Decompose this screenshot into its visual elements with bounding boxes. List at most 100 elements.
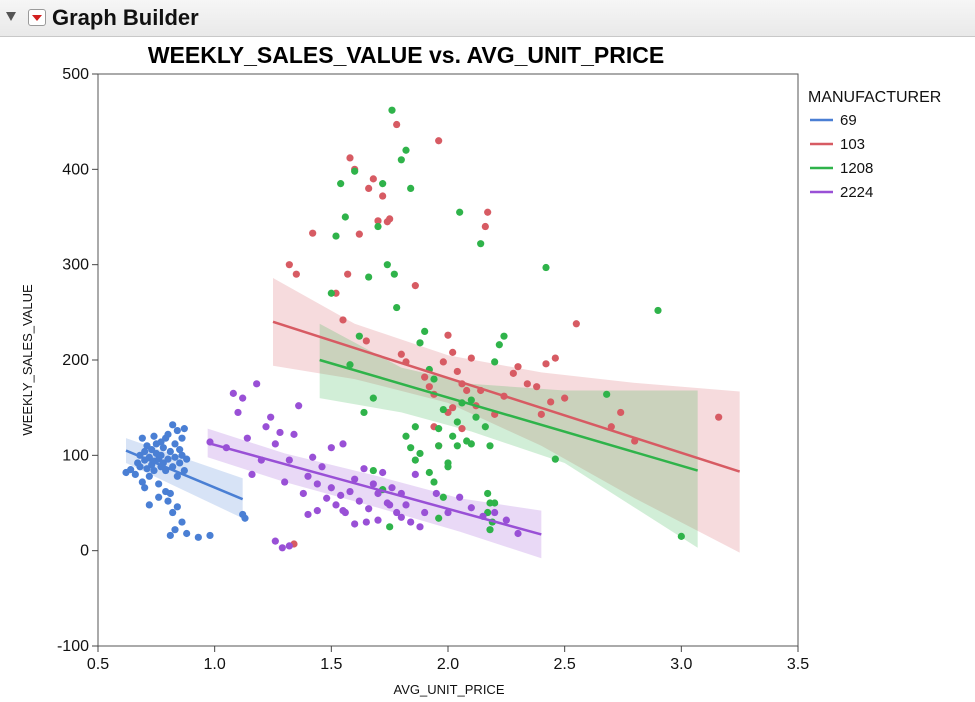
data-point-2224 xyxy=(271,440,279,448)
data-point-69 xyxy=(157,438,165,446)
data-point-69 xyxy=(159,444,167,452)
data-point-69 xyxy=(180,466,188,475)
x-tick-label: 2.5 xyxy=(554,656,576,673)
data-point-2224 xyxy=(374,489,382,498)
data-point-103 xyxy=(439,358,447,366)
data-point-103 xyxy=(572,320,580,328)
data-point-103 xyxy=(411,282,419,290)
data-point-2224 xyxy=(253,380,261,388)
data-point-1208 xyxy=(365,273,373,281)
data-point-2224 xyxy=(339,507,347,515)
data-point-69 xyxy=(171,440,179,448)
data-point-2224 xyxy=(239,394,247,402)
data-point-2224 xyxy=(323,494,331,502)
data-point-103 xyxy=(463,386,471,395)
data-point-1208 xyxy=(374,222,382,231)
data-point-2224 xyxy=(332,501,340,509)
fit-line-69 xyxy=(125,449,244,501)
data-point-103 xyxy=(344,270,352,278)
data-point-1208 xyxy=(421,327,429,335)
data-point-69 xyxy=(173,503,181,511)
data-point-1208 xyxy=(453,418,461,426)
data-point-103 xyxy=(379,192,387,200)
plot-frame xyxy=(97,73,799,647)
data-point-1208 xyxy=(407,444,415,452)
data-point-1208 xyxy=(486,442,494,450)
data-point-1208 xyxy=(477,240,485,248)
data-point-69 xyxy=(138,434,146,442)
data-point-2224 xyxy=(285,542,293,550)
data-point-69 xyxy=(164,455,172,463)
data-point-69 xyxy=(176,459,184,467)
data-point-1208 xyxy=(677,532,685,540)
data-point-1208 xyxy=(355,332,363,340)
data-point-103 xyxy=(484,208,492,216)
data-point-103 xyxy=(449,348,457,356)
data-point-1208 xyxy=(439,405,447,414)
y-axis-label: WEEKLY_SALES_VALUE xyxy=(20,284,35,436)
data-point-2224 xyxy=(304,510,312,519)
data-point-1208 xyxy=(383,261,391,269)
data-point-103 xyxy=(365,184,373,192)
data-point-103 xyxy=(421,373,429,381)
data-point-1208 xyxy=(484,489,492,498)
data-point-2224 xyxy=(421,508,429,517)
data-point-69 xyxy=(171,453,179,461)
data-point-69 xyxy=(145,472,153,480)
data-point-103 xyxy=(374,217,382,225)
data-point-1208 xyxy=(542,263,550,272)
data-point-2224 xyxy=(281,478,289,486)
x-tick-label: 1.0 xyxy=(204,656,226,673)
data-point-103 xyxy=(386,215,394,223)
data-point-1208 xyxy=(472,413,480,421)
legend-item-69: 69 xyxy=(840,112,857,129)
data-point-103 xyxy=(523,380,531,388)
data-point-103 xyxy=(514,363,522,371)
y-tick-label: 300 xyxy=(62,257,89,274)
data-point-2224 xyxy=(369,480,377,488)
disclosure-triangle-icon[interactable] xyxy=(6,12,16,21)
data-point-1208 xyxy=(495,341,503,349)
data-point-103 xyxy=(346,154,354,162)
data-point-2224 xyxy=(229,389,237,397)
data-point-69 xyxy=(241,514,249,522)
data-point-1208 xyxy=(327,289,335,297)
data-point-103 xyxy=(449,404,457,412)
data-point-1208 xyxy=(402,146,410,154)
y-tick-label: 200 xyxy=(62,352,89,369)
data-point-2224 xyxy=(393,508,401,517)
red-triangle-icon xyxy=(32,15,42,21)
data-point-2224 xyxy=(491,508,499,517)
data-point-2224 xyxy=(313,480,321,488)
data-point-69 xyxy=(180,425,188,433)
data-point-103 xyxy=(453,367,461,376)
data-point-69 xyxy=(136,463,144,471)
data-point-1208 xyxy=(332,232,340,240)
data-point-1208 xyxy=(369,466,377,475)
data-point-1208 xyxy=(360,408,368,417)
data-point-1208 xyxy=(416,339,424,347)
fit-line-1208 xyxy=(319,358,699,472)
data-point-103 xyxy=(292,270,300,278)
data-point-2224 xyxy=(374,516,382,524)
data-point-2224 xyxy=(290,430,298,438)
data-point-1208 xyxy=(430,375,438,383)
data-point-1208 xyxy=(603,390,611,398)
data-point-1208 xyxy=(346,361,354,369)
legend: MANUFACTURER 69 103 1208 2224 xyxy=(808,89,941,201)
data-point-2224 xyxy=(379,468,387,477)
data-point-2224 xyxy=(271,537,279,545)
red-triangle-menu-button[interactable] xyxy=(28,9,46,26)
data-point-69 xyxy=(141,484,149,492)
data-point-1208 xyxy=(453,442,461,450)
data-point-69 xyxy=(164,497,172,505)
y-tick-label: 100 xyxy=(62,447,89,464)
data-point-2224 xyxy=(278,544,286,552)
x-tick-label: 3.5 xyxy=(787,656,809,673)
data-point-1208 xyxy=(435,425,443,433)
data-point-1208 xyxy=(407,184,415,192)
data-point-69 xyxy=(155,493,163,501)
data-point-1208 xyxy=(411,456,419,464)
data-point-103 xyxy=(509,369,517,377)
data-point-69 xyxy=(138,478,146,486)
